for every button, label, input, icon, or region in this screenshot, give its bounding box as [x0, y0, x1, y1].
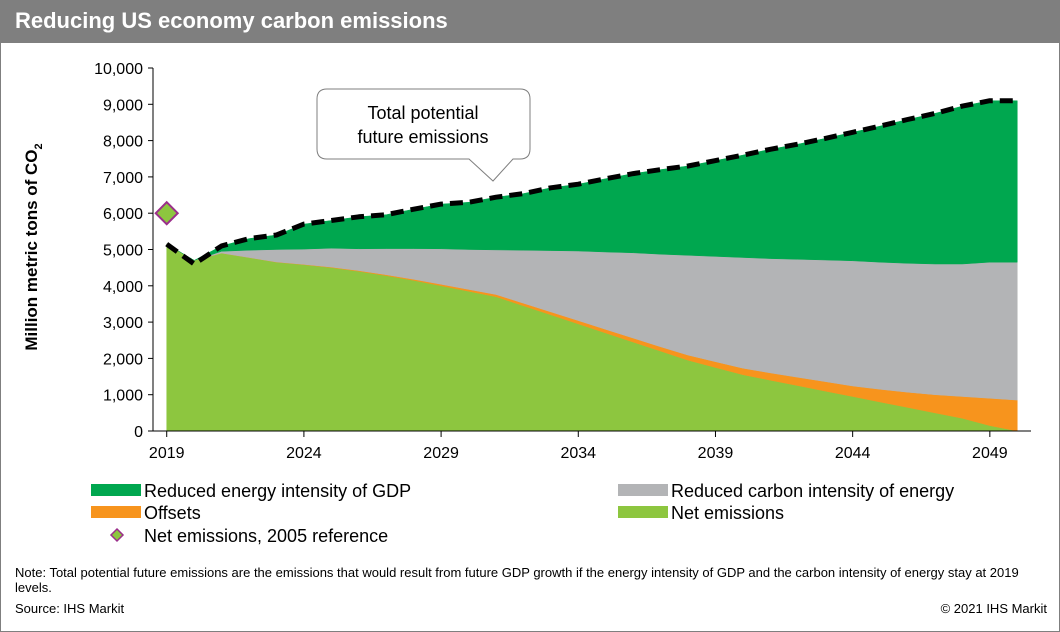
y-tick-label: 8,000	[103, 134, 143, 151]
x-tick-label: 2029	[423, 445, 459, 462]
legend-swatch-4	[109, 527, 125, 543]
y-tick-label: 3,000	[103, 315, 143, 332]
y-tick-label: 4,000	[103, 279, 143, 296]
y-tick-label: 0	[134, 424, 143, 441]
footnote: Note: Total potential future emissions a…	[15, 565, 1019, 595]
legend-swatch-3	[618, 506, 668, 518]
x-tick-label: 2024	[286, 445, 322, 462]
legend-label-0: Reduced energy intensity of GDP	[144, 481, 411, 501]
legend-label-1: Reduced carbon intensity of energy	[671, 481, 954, 501]
title-bar: Reducing US economy carbon emissions	[1, 1, 1059, 43]
y-tick-label: 6,000	[103, 206, 143, 223]
y-tick-label: 10,000	[94, 61, 143, 78]
y-axis-label: Million metric tons of CO2	[22, 143, 45, 350]
x-tick-label: 2019	[149, 445, 185, 462]
chart-svg: 0 1,000 2,000 3,000 4,000 5,000 6,000 7,000 8,00…	[22, 61, 1031, 546]
y-tick-label: 7,000	[103, 170, 143, 187]
y-tick-label: 9,000	[103, 97, 143, 114]
copyright-text: © 2021 IHS Markit	[940, 601, 1047, 616]
legend: Reduced energy intensity of GDP Reduced c…	[91, 481, 954, 546]
y-tick-label: 5,000	[103, 243, 143, 260]
callout: Total potential future emissions	[316, 88, 531, 182]
callout-line-2: future emissions	[357, 127, 488, 147]
y-tick-label: 1,000	[103, 388, 143, 405]
source-text: Source: IHS Markit	[15, 601, 125, 616]
area-layer	[166, 100, 1018, 432]
legend-label-4: Net emissions, 2005 reference	[144, 526, 388, 546]
x-tick-label: 2039	[698, 445, 734, 462]
legend-label-3: Net emissions	[671, 503, 784, 523]
legend-swatch-2	[91, 506, 141, 518]
legend-swatch-1	[618, 484, 668, 496]
callout-box	[316, 88, 531, 182]
y-tick-label: 2,000	[103, 351, 143, 368]
legend-swatch-0	[91, 484, 141, 496]
axes-layer: 0 1,000 2,000 3,000 4,000 5,000 6,000 7,000 8,00…	[94, 61, 1031, 462]
legend-label-2: Offsets	[144, 503, 201, 523]
x-tick-label: 2049	[972, 445, 1008, 462]
x-tick-label: 2034	[560, 445, 596, 462]
callout-line-1: Total potential	[367, 103, 478, 123]
chart-title: Reducing US economy carbon emissions	[15, 8, 448, 33]
x-tick-label: 2044	[835, 445, 871, 462]
total-potential-line	[165, 98, 1018, 267]
reference-point-marker	[154, 200, 180, 226]
overlay-layer	[154, 98, 1018, 267]
